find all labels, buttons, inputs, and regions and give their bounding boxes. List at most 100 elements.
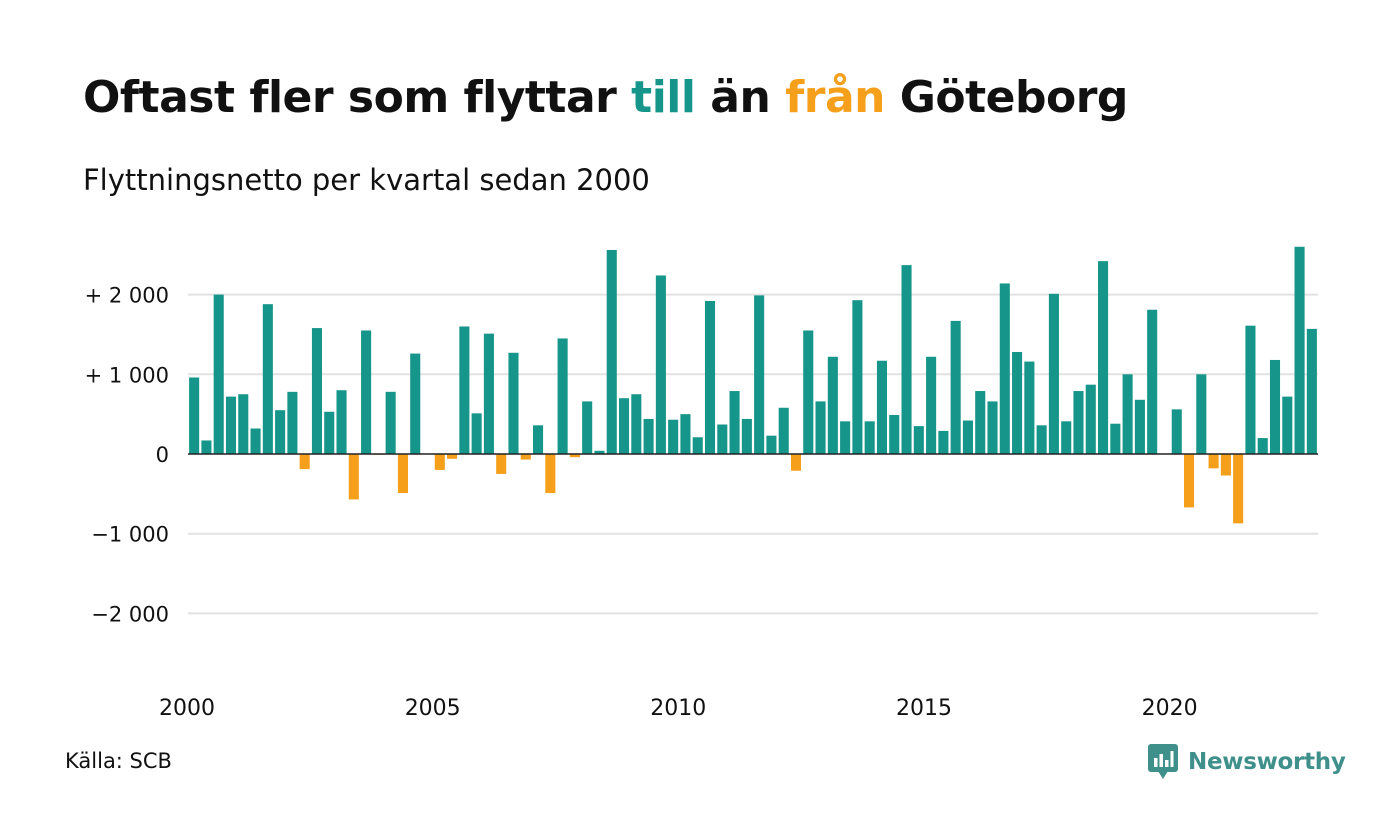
bar bbox=[1282, 396, 1293, 454]
bar bbox=[434, 454, 445, 470]
logo-text: Newsworthy bbox=[1188, 749, 1346, 775]
bar bbox=[1048, 293, 1059, 454]
bar bbox=[975, 391, 986, 454]
bar bbox=[213, 294, 224, 454]
bar-chart: + 2 000 + 1 000 0 −1 000 −2 000 2000 2005 2010… bbox=[85, 246, 1318, 721]
bar bbox=[876, 360, 888, 454]
bar bbox=[1294, 246, 1305, 454]
bar bbox=[250, 428, 261, 454]
bar bbox=[557, 338, 568, 454]
bar bbox=[778, 407, 789, 454]
bar bbox=[459, 326, 470, 454]
bar bbox=[397, 454, 408, 494]
bar bbox=[926, 356, 937, 454]
bar bbox=[582, 401, 593, 454]
bar bbox=[545, 454, 556, 494]
y-tick-label: + 1 000 bbox=[85, 363, 169, 387]
bar bbox=[594, 450, 605, 454]
bar bbox=[987, 401, 998, 454]
bar bbox=[827, 356, 838, 454]
chart-subtitle: Flyttningsnetto per kvartal sedan 2000 bbox=[83, 163, 650, 197]
bar bbox=[1196, 374, 1207, 454]
bar bbox=[311, 328, 323, 454]
bar bbox=[1171, 409, 1182, 454]
bars bbox=[189, 246, 1317, 524]
title-word-till: till bbox=[631, 72, 696, 123]
bar bbox=[754, 295, 765, 454]
x-tick-label: 2010 bbox=[650, 696, 706, 721]
bar bbox=[852, 300, 863, 454]
x-tick-label: 2005 bbox=[405, 696, 461, 721]
bar bbox=[201, 440, 212, 454]
bar bbox=[1061, 421, 1072, 454]
bar bbox=[1257, 438, 1268, 454]
bar bbox=[606, 249, 617, 454]
bar bbox=[1098, 261, 1109, 454]
bar bbox=[889, 414, 900, 454]
title-word-fran: från bbox=[785, 72, 885, 123]
bar bbox=[704, 300, 716, 454]
bar bbox=[238, 394, 249, 454]
bar bbox=[1110, 423, 1121, 454]
title-part-1: Oftast fler som flyttar bbox=[83, 72, 632, 123]
bar bbox=[508, 352, 519, 454]
bar bbox=[348, 454, 359, 500]
bar bbox=[840, 421, 851, 454]
bar bbox=[262, 304, 273, 454]
bar bbox=[668, 419, 679, 454]
bar bbox=[692, 437, 703, 454]
y-tick-label: −2 000 bbox=[91, 602, 169, 626]
newsworthy-logo: Newsworthy bbox=[1148, 744, 1346, 780]
x-tick-label: 2000 bbox=[159, 696, 215, 721]
x-tick-label: 2020 bbox=[1142, 696, 1198, 721]
x-tick-label: 2015 bbox=[896, 696, 952, 721]
bar bbox=[803, 330, 814, 454]
bar bbox=[1147, 309, 1158, 454]
bar bbox=[864, 421, 875, 454]
bar bbox=[410, 353, 421, 454]
bar bbox=[1233, 454, 1244, 524]
bar bbox=[520, 454, 531, 460]
y-tick-label: 0 bbox=[156, 443, 169, 467]
bar bbox=[533, 425, 544, 454]
bar bbox=[1036, 425, 1047, 454]
bar bbox=[336, 390, 347, 454]
bar bbox=[717, 424, 728, 454]
bar bbox=[790, 454, 802, 471]
bar bbox=[901, 265, 912, 454]
bar bbox=[471, 413, 482, 454]
grid-lines bbox=[188, 293, 1318, 615]
bar bbox=[815, 401, 826, 454]
y-tick-label: + 2 000 bbox=[85, 284, 169, 308]
bar bbox=[655, 275, 666, 454]
bar bbox=[1134, 399, 1145, 454]
bar bbox=[1183, 454, 1195, 508]
bar bbox=[618, 398, 630, 454]
bar bbox=[631, 394, 642, 454]
bar bbox=[1024, 361, 1035, 454]
x-axis-ticks: 2000 2005 2010 2015 2020 bbox=[159, 696, 1198, 721]
bar bbox=[643, 418, 654, 454]
bar bbox=[275, 410, 286, 454]
bar bbox=[1245, 325, 1256, 454]
title-part-3: Göteborg bbox=[884, 72, 1129, 123]
bar bbox=[962, 420, 973, 454]
bar bbox=[299, 454, 310, 470]
bar bbox=[287, 391, 298, 454]
bar bbox=[225, 396, 237, 454]
bar bbox=[938, 430, 949, 454]
bar bbox=[1208, 454, 1219, 469]
bar bbox=[999, 283, 1010, 454]
bar bbox=[913, 426, 924, 454]
bar bbox=[496, 454, 507, 474]
bar bbox=[1122, 374, 1133, 454]
bar bbox=[569, 454, 580, 458]
bar bbox=[950, 320, 961, 454]
newsworthy-chart-bubble-icon bbox=[1148, 744, 1178, 779]
y-axis-ticks: + 2 000 + 1 000 0 −1 000 −2 000 bbox=[85, 284, 169, 627]
bar bbox=[447, 454, 458, 459]
bar bbox=[680, 414, 691, 454]
source-note: Källa: SCB bbox=[65, 749, 172, 773]
bar bbox=[741, 418, 752, 454]
bar bbox=[1012, 351, 1023, 454]
